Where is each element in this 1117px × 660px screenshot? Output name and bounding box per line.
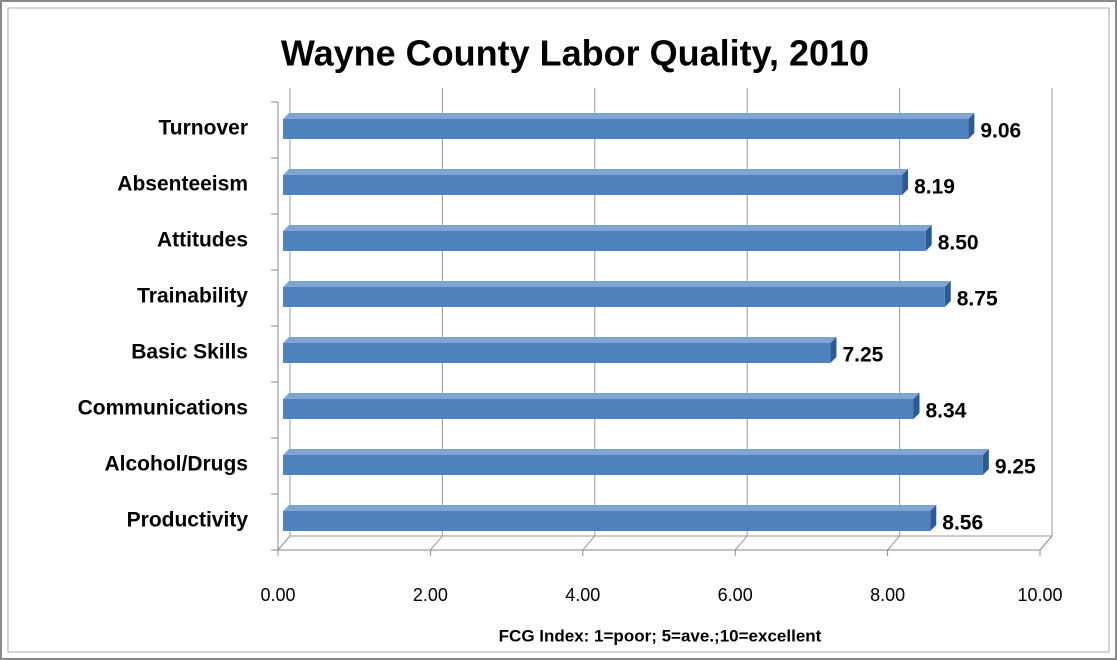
bar-front bbox=[283, 119, 969, 139]
y-tick-label: Basic Skills bbox=[131, 341, 248, 364]
y-tick-label: Trainability bbox=[137, 285, 248, 308]
value-label: 8.75 bbox=[957, 288, 998, 311]
bar-end bbox=[930, 505, 937, 531]
y-tick-label: Absenteeism bbox=[117, 173, 248, 196]
x-tick-label: 4.00 bbox=[565, 585, 600, 605]
bar-front bbox=[283, 455, 983, 475]
y-tick-label: Communications bbox=[78, 397, 248, 420]
bar bbox=[283, 225, 932, 251]
value-label: 8.50 bbox=[938, 232, 979, 255]
bar-top bbox=[283, 113, 975, 119]
bar-end bbox=[925, 225, 932, 251]
x-tick-label: 6.00 bbox=[718, 585, 753, 605]
bar-end bbox=[830, 337, 837, 363]
bar-front bbox=[283, 175, 903, 195]
chart-frame bbox=[7, 7, 1110, 653]
y-tick-label: Attitudes bbox=[157, 229, 248, 252]
value-label: 8.19 bbox=[914, 176, 955, 199]
x-tick-label: 0.00 bbox=[260, 585, 295, 605]
y-tick-label: Turnover bbox=[159, 117, 248, 140]
bar-top bbox=[283, 449, 989, 455]
chart-title: Wayne County Labor Quality, 2010 bbox=[281, 33, 869, 74]
bar bbox=[283, 113, 975, 139]
bar-front bbox=[283, 399, 914, 419]
bar bbox=[283, 169, 909, 195]
x-tick-label: 8.00 bbox=[870, 585, 905, 605]
bar-front bbox=[283, 231, 926, 251]
value-label: 7.25 bbox=[842, 344, 883, 367]
grid-line bbox=[1039, 88, 1053, 551]
bar bbox=[283, 337, 837, 363]
y-tick-label: Alcohol/Drugs bbox=[104, 453, 248, 476]
x-tick-label: 2.00 bbox=[413, 585, 448, 605]
bar-top bbox=[283, 225, 932, 231]
bar-end bbox=[982, 449, 989, 475]
value-label: 8.56 bbox=[942, 512, 983, 535]
bar bbox=[283, 505, 937, 531]
bar-top bbox=[283, 393, 920, 399]
bar-top bbox=[283, 505, 937, 511]
value-label: 9.25 bbox=[995, 456, 1036, 479]
bar-end bbox=[968, 113, 975, 139]
bar-front bbox=[283, 343, 831, 363]
x-tick-label: 10.00 bbox=[1017, 585, 1062, 605]
bar-top bbox=[283, 337, 837, 343]
y-tick-label: Productivity bbox=[127, 509, 249, 532]
x-axis-title: FCG Index: 1=poor; 5=ave.;10=excellent bbox=[499, 626, 822, 645]
bar-end bbox=[902, 169, 909, 195]
value-label: 8.34 bbox=[926, 400, 967, 423]
bar-top bbox=[283, 169, 909, 175]
bar bbox=[283, 449, 989, 475]
bar-end bbox=[913, 393, 920, 419]
bar-front bbox=[283, 511, 931, 531]
bar-top bbox=[283, 281, 951, 287]
bar-end bbox=[944, 281, 951, 307]
bar-front bbox=[283, 287, 945, 307]
value-label: 9.06 bbox=[980, 120, 1021, 143]
bar bbox=[283, 281, 951, 307]
bar bbox=[283, 393, 920, 419]
